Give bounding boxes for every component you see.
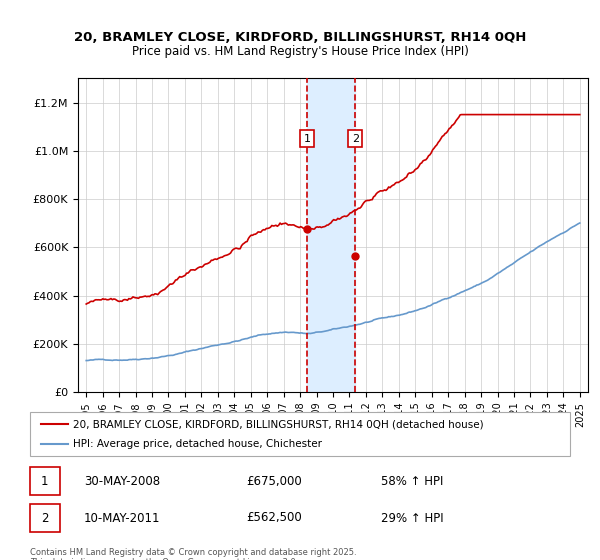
Text: 58% ↑ HPI: 58% ↑ HPI [381,475,443,488]
Bar [307,78,355,392]
Text: 30-MAY-2008: 30-MAY-2008 [84,475,160,488]
FancyBboxPatch shape [30,412,570,456]
Text: 10-MAY-2011: 10-MAY-2011 [84,511,161,525]
FancyBboxPatch shape [30,467,60,495]
Text: 29% ↑ HPI: 29% ↑ HPI [381,511,443,525]
Text: Contains HM Land Registry data © Crown copyright and database right 2025.
This d: Contains HM Land Registry data © Crown c… [30,548,356,560]
Text: Price paid vs. HM Land Registry's House Price Index (HPI): Price paid vs. HM Land Registry's House … [131,45,469,58]
Text: HPI: Average price, detached house, Chichester: HPI: Average price, detached house, Chic… [73,439,322,449]
Text: £675,000: £675,000 [246,475,302,488]
Text: 2: 2 [352,134,359,144]
Text: 1: 1 [41,475,49,488]
Text: 2: 2 [41,511,49,525]
Text: 20, BRAMLEY CLOSE, KIRDFORD, BILLINGSHURST, RH14 0QH: 20, BRAMLEY CLOSE, KIRDFORD, BILLINGSHUR… [74,31,526,44]
FancyBboxPatch shape [30,504,60,532]
Text: £562,500: £562,500 [246,511,302,525]
Text: 1: 1 [304,134,310,144]
Text: 20, BRAMLEY CLOSE, KIRDFORD, BILLINGSHURST, RH14 0QH (detached house): 20, BRAMLEY CLOSE, KIRDFORD, BILLINGSHUR… [73,419,484,429]
